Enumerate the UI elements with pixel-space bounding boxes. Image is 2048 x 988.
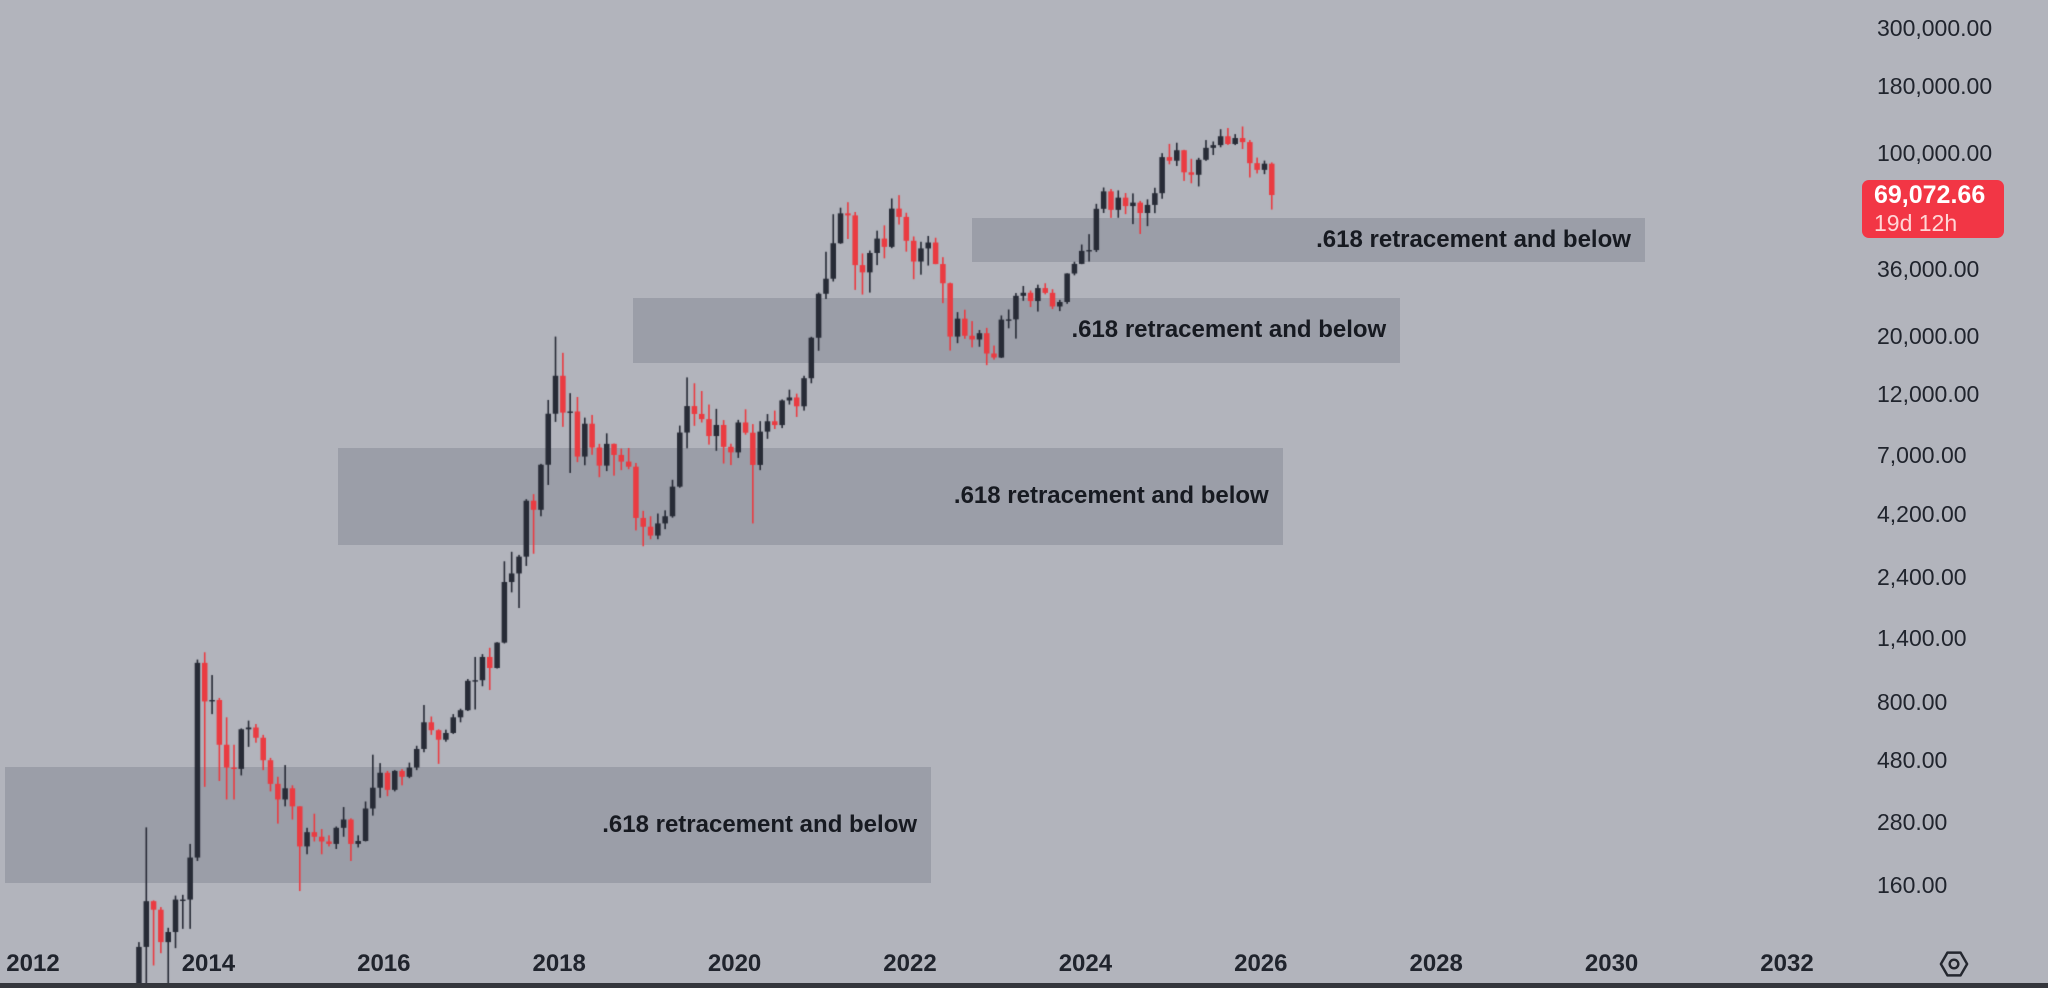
time-tick-label: 2016 xyxy=(357,950,411,977)
price-tick-label: 180,000.00 xyxy=(1877,73,1993,100)
price-tick-label: 280.00 xyxy=(1877,808,1948,835)
price-tick-label: 7,000.00 xyxy=(1877,442,1967,469)
price-tick-label: 800.00 xyxy=(1877,689,1948,716)
price-tick-label: 4,200.00 xyxy=(1877,500,1967,527)
price-tick-label: 100,000.00 xyxy=(1877,139,1993,166)
price-tick-label: 300,000.00 xyxy=(1877,14,1993,41)
price-tick-label: 36,000.00 xyxy=(1877,256,1980,283)
time-tick-label: 2018 xyxy=(532,950,586,977)
time-tick-label: 2028 xyxy=(1409,950,1463,977)
price-axis-settings-icon[interactable] xyxy=(1939,949,1969,979)
time-axis[interactable]: 2012 2014 2016 2018 2020 2022 2024 2026 2028 2030… xyxy=(0,951,2048,983)
time-tick-label: 2030 xyxy=(1584,950,1639,977)
time-tick-label: 2014 xyxy=(181,950,236,977)
price-tick-label: 160.00 xyxy=(1877,872,1948,899)
price-tick-label: 480.00 xyxy=(1877,747,1948,774)
price-tick-label: 1,400.00 xyxy=(1877,625,1967,652)
time-tick-label: 2022 xyxy=(883,950,937,977)
time-tick-label: 2032 xyxy=(1760,950,1814,977)
time-tick-label: 2012 xyxy=(6,950,60,977)
last-price-value: 69,072.66 xyxy=(1874,181,1986,210)
price-tick-label: 20,000.00 xyxy=(1877,323,1980,349)
bar-countdown-timer: 19d 12h xyxy=(1874,210,1958,237)
time-tick-label: 2026 xyxy=(1234,950,1288,977)
window-bottom-edge xyxy=(0,983,2048,988)
price-tick-label: 12,000.00 xyxy=(1877,381,1980,408)
price-tick-label: 2,400.00 xyxy=(1877,564,1967,591)
last-price-badge[interactable]: 69,072.66 19d 12h xyxy=(1862,180,2004,239)
time-tick-label: 2020 xyxy=(707,950,762,977)
time-tick-label: 2024 xyxy=(1058,950,1113,977)
